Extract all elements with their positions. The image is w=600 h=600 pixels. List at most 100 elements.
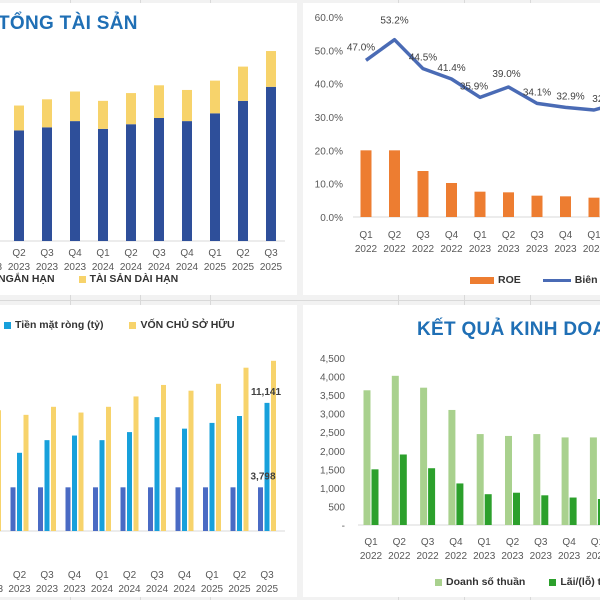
data-label-margin: 53.2% <box>380 16 408 27</box>
x-tick-label: Q2 <box>236 248 250 259</box>
x-tick-label: 2024 <box>118 584 141 595</box>
y-tick-label: - <box>342 521 345 532</box>
bar-equity <box>78 412 84 531</box>
bar-long-term-assets <box>266 51 276 87</box>
legend-profit: Lãi/(lỗ) th <box>560 576 600 588</box>
bar-short-term-assets <box>238 100 248 241</box>
chart-roe-margin[interactable]: 0.0% 10.0% 20.0% 30.0% 40.0% 50.0% 60.0% 47.0% 5… <box>303 3 600 295</box>
x-tick-label: Q1 <box>359 230 373 241</box>
x-tick-label: 2025 <box>228 584 251 595</box>
legend-swatch-revenue <box>435 578 442 586</box>
x-tick-label: 2022 <box>360 551 383 562</box>
bar-long-term-assets <box>182 89 192 122</box>
bar-net-cash <box>99 440 105 531</box>
y-tick-label: 20.0% <box>315 146 343 157</box>
data-label-margin: 39.0% <box>492 69 520 80</box>
y-tick-label: 4,500 <box>320 354 345 365</box>
bar-charter-capital <box>148 487 153 531</box>
x-tick-label: Q2 <box>506 537 520 548</box>
x-tick-label: Q3 <box>260 570 274 581</box>
bar-short-term-assets <box>98 128 108 241</box>
x-tick-label: 2023 <box>554 244 577 255</box>
legend-short-term-assets: NGẮN HẠN <box>0 273 55 285</box>
bar-long-term-assets <box>70 91 80 122</box>
bar-charter-capital <box>38 487 43 531</box>
x-tick-label: Q3 <box>264 248 278 259</box>
bar-charter-capital <box>93 487 98 531</box>
legend-roe: ROE <box>498 274 521 286</box>
bar-net-cash <box>72 435 77 531</box>
bar-long-term-assets <box>42 99 52 128</box>
chart-total-assets[interactable]: TỔNG TÀI SẢN Q1 2023 Q2 2023 Q3 2023 Q4 2023 Q1 2… <box>0 3 297 295</box>
bar-charter-capital <box>65 487 71 531</box>
chart-cash-equity[interactable]: Tiền mặt ròng (tỷ) VỐN CHỦ SỞ HỮU 11,141… <box>0 305 297 597</box>
data-label-margin: 41.4% <box>437 63 465 74</box>
y-tick-label: 1,000 <box>320 484 345 495</box>
y-tick-label: 0.0% <box>320 213 343 224</box>
bar-equity <box>271 360 276 531</box>
x-tick-label: 2025 <box>256 584 279 595</box>
bar-long-term-assets <box>210 80 220 114</box>
y-tick-label: 2,000 <box>320 447 345 458</box>
bar-long-term-assets <box>14 105 24 131</box>
bar-revenue <box>363 390 371 525</box>
data-label-margin: 32.9% <box>556 91 584 102</box>
x-tick-label: Q1 <box>364 537 378 548</box>
x-tick-label: 2022 <box>355 244 378 255</box>
bar-revenue <box>476 434 484 525</box>
x-tick-label: Q3 <box>416 230 430 241</box>
y-tick-label: 10.0% <box>315 180 343 191</box>
legend: Doanh số thuần Lãi/(lỗ) th <box>435 576 600 588</box>
bar-charter-capital <box>10 487 16 531</box>
y-tick-label: 40.0% <box>315 80 343 91</box>
bar-net-profit <box>456 483 464 525</box>
y-tick-label: 2,500 <box>320 428 345 439</box>
x-tick-label: Q4 <box>559 230 573 241</box>
x-tick-label: 2023 <box>0 584 4 595</box>
x-tick-label: 2023 <box>473 551 496 562</box>
bar-short-term-assets <box>210 113 220 241</box>
x-tick-label: Q3 <box>152 248 166 259</box>
bar-long-term-assets <box>154 85 164 118</box>
chart-business-results[interactable]: KẾT QUẢ KINH DOANH - 500 1,000 1,500 2,000 2,… <box>303 305 600 597</box>
data-label-margin: 47.0% <box>347 42 375 53</box>
x-tick-label: Q4 <box>180 248 194 259</box>
x-tick-label: Q4 <box>68 570 82 581</box>
legend-swatch-roe <box>470 276 494 284</box>
bar-net-profit <box>371 469 379 525</box>
x-tick-label: Q2 <box>502 230 516 241</box>
x-tick-label: 2025 <box>201 584 224 595</box>
x-tick-label: 2025 <box>232 262 255 273</box>
bar-revenue <box>505 435 512 525</box>
y-tick-label: 60.0% <box>315 13 343 24</box>
x-tick-label: Q4 <box>562 537 576 548</box>
bar-short-term-assets <box>266 86 276 241</box>
x-tick-label: Q2 <box>12 248 26 259</box>
x-tick-label: 2024 <box>148 262 171 273</box>
legend: ROE Biên lã <box>470 274 600 286</box>
bar-short-term-assets <box>154 117 164 241</box>
bar-equity <box>0 410 1 531</box>
legend-swatch-net-cash <box>4 321 11 329</box>
x-tick-label: Q2 <box>393 537 407 548</box>
bar-long-term-assets <box>238 66 248 101</box>
x-tick-label: 2024 <box>173 584 196 595</box>
bar-roe <box>417 171 429 217</box>
bar-net-cash <box>264 402 270 531</box>
bar-long-term-assets <box>98 100 108 129</box>
data-label-margin: 34.1% <box>523 87 551 98</box>
x-tick-label: 2022 <box>412 244 435 255</box>
bar-short-term-assets <box>182 121 192 241</box>
x-tick-label: Q4 <box>445 230 459 241</box>
x-tick-label: 2023 <box>64 262 87 273</box>
y-tick-label: 1,500 <box>320 465 345 476</box>
x-tick-label: Q1 <box>478 537 492 548</box>
legend-margin: Biên lã <box>574 274 600 286</box>
bar-roe <box>389 150 400 217</box>
bar-net-cash <box>127 432 132 531</box>
bar-charter-capital <box>203 487 208 531</box>
bar-revenue <box>589 437 597 525</box>
x-tick-label: 2023 <box>0 262 3 273</box>
bar-net-cash <box>154 417 160 531</box>
bar-net-profit <box>597 499 600 525</box>
